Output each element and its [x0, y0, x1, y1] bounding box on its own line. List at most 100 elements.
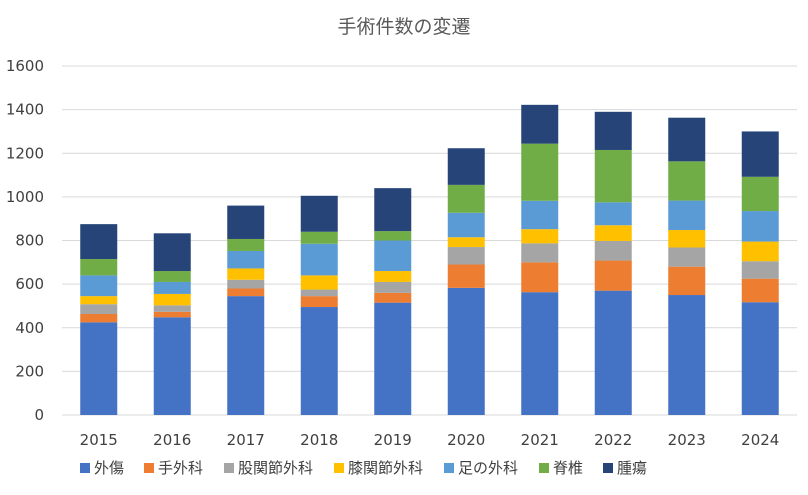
bar-segment-脊椎-2015 [80, 259, 118, 276]
x-tick-label: 2019 [374, 431, 412, 449]
bar-segment-足の外科-2020 [447, 212, 485, 238]
x-tick-label: 2021 [521, 431, 559, 449]
bar-stack-2017 [227, 205, 265, 415]
bar-stack-2018 [300, 195, 338, 415]
bar-segment-外傷-2016 [153, 317, 191, 415]
legend-item-足の外科: 足の外科 [444, 459, 518, 477]
bar-segment-手外科-2018 [300, 296, 338, 308]
bar-segment-脊椎-2024 [741, 176, 779, 212]
bar-segment-足の外科-2024 [741, 211, 779, 242]
bar-stack-2022 [594, 111, 632, 415]
bar-segment-膝関節外科-2020 [447, 237, 485, 248]
bar-segment-手外科-2016 [153, 311, 191, 318]
legend-item-膝関節外科: 膝関節外科 [334, 459, 423, 477]
bar-stack-2016 [153, 233, 191, 415]
legend: 外傷 手外科 股関節外科 膝関節外科 足の外科 脊椎 腫瘍 [80, 459, 647, 477]
bar-segment-膝関節外科-2015 [80, 296, 118, 305]
bar-segment-外傷-2021 [521, 292, 559, 415]
legend-label: 脊椎 [553, 459, 583, 477]
bar-segment-手外科-2020 [447, 264, 485, 288]
x-axis: 2015 2016 2017 2018 2019 2020 2021 2022 2023 2024 [80, 431, 780, 449]
y-tick-label: 0 [34, 406, 44, 424]
legend-label: 腫瘍 [617, 459, 647, 477]
bar-segment-外傷-2015 [80, 322, 118, 415]
legend-label: 足の外科 [458, 459, 518, 477]
bar-segment-手外科-2017 [227, 288, 265, 297]
bar-segment-股関節外科-2020 [447, 247, 485, 265]
x-tick-label: 2024 [741, 431, 779, 449]
chart-title: 手術件数の変遷 [337, 16, 470, 38]
legend-swatch [144, 463, 154, 473]
bar-segment-股関節外科-2024 [741, 261, 779, 279]
bar-segment-腫瘍-2018 [300, 195, 338, 232]
bar-segment-股関節外科-2019 [374, 281, 412, 293]
x-tick-label: 2022 [594, 431, 632, 449]
bar-segment-脊椎-2016 [153, 271, 191, 282]
y-tick-label: 1600 [6, 57, 44, 75]
y-tick-label: 1200 [6, 144, 44, 162]
bar-segment-外傷-2023 [668, 295, 706, 415]
legend-swatch [539, 463, 549, 473]
bar-segment-足の外科-2022 [594, 202, 632, 226]
bar-segment-腫瘍-2022 [594, 111, 632, 150]
legend-label: 膝関節外科 [348, 459, 423, 477]
bar-stack-2015 [80, 224, 118, 415]
x-tick-label: 2017 [227, 431, 265, 449]
bar-segment-足の外科-2019 [374, 240, 412, 272]
bar-segment-足の外科-2017 [227, 250, 265, 269]
bar-segment-腫瘍-2016 [153, 233, 191, 272]
bar-segment-腫瘍-2020 [447, 148, 485, 185]
bar-segment-股関節外科-2016 [153, 305, 191, 312]
bar-segment-手外科-2023 [668, 266, 706, 296]
y-tick-label: 1400 [6, 101, 44, 119]
legend-item-股関節外科: 股関節外科 [224, 459, 313, 477]
y-tick-label: 800 [15, 232, 44, 250]
legend-label: 外傷 [94, 459, 124, 477]
bar-segment-手外科-2024 [741, 278, 779, 303]
x-tick-label: 2016 [153, 431, 191, 449]
bar-segment-膝関節外科-2024 [741, 241, 779, 262]
bar-segment-股関節外科-2018 [300, 289, 338, 297]
bar-segment-外傷-2019 [374, 302, 412, 415]
legend-item-手外科: 手外科 [144, 459, 203, 477]
bar-stack-2019 [374, 188, 412, 415]
bar-segment-股関節外科-2015 [80, 304, 118, 315]
bar-segment-脊椎-2019 [374, 231, 412, 241]
legend-swatch [603, 463, 613, 473]
legend-swatch [444, 463, 454, 473]
bar-segment-脊椎-2020 [447, 184, 485, 213]
bar-segment-股関節外科-2017 [227, 279, 265, 289]
bar-segment-外傷-2020 [447, 287, 485, 415]
legend-item-腫瘍: 腫瘍 [603, 459, 647, 477]
bar-segment-腫瘍-2023 [668, 117, 706, 162]
legend-item-外傷: 外傷 [80, 459, 124, 477]
bar-segment-足の外科-2018 [300, 243, 338, 276]
bar-segment-足の外科-2023 [668, 200, 706, 231]
bar-segment-手外科-2022 [594, 260, 632, 291]
x-tick-label: 2020 [447, 431, 485, 449]
bar-segment-足の外科-2016 [153, 281, 191, 294]
legend-label: 手外科 [158, 459, 203, 477]
bar-segment-脊椎-2022 [594, 149, 632, 203]
bar-segment-手外科-2019 [374, 292, 412, 303]
bar-segment-膝関節外科-2023 [668, 230, 706, 248]
bar-stack-2023 [668, 117, 706, 415]
bar-stack-2020 [447, 148, 485, 415]
bar-segment-外傷-2022 [594, 290, 632, 415]
bar-segment-膝関節外科-2021 [521, 229, 559, 244]
bar-segment-外傷-2024 [741, 302, 779, 415]
legend-swatch [80, 463, 90, 473]
bar-segment-脊椎-2023 [668, 161, 706, 201]
legend-swatch [224, 463, 234, 473]
bar-segment-足の外科-2021 [521, 200, 559, 230]
bar-segment-手外科-2015 [80, 314, 118, 323]
bar-segment-腫瘍-2017 [227, 205, 265, 239]
bar-segment-外傷-2017 [227, 296, 265, 415]
y-tick-label: 600 [15, 275, 44, 293]
bar-segment-股関節外科-2023 [668, 247, 706, 267]
bar-segment-膝関節外科-2016 [153, 293, 191, 306]
bar-segment-膝関節外科-2018 [300, 275, 338, 290]
y-tick-label: 1000 [6, 188, 44, 206]
bar-segment-股関節外科-2022 [594, 240, 632, 261]
